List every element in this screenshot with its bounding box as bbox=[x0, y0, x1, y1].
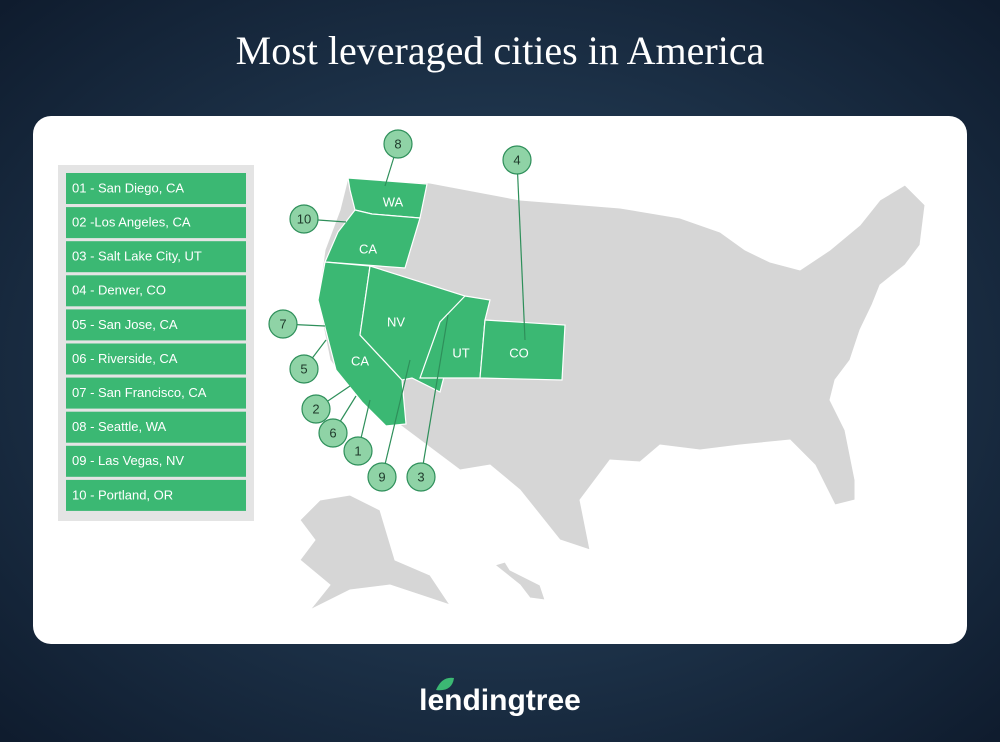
marker-number: 4 bbox=[513, 152, 520, 167]
legend-text: 10 - Portland, OR bbox=[72, 487, 173, 502]
legend-row bbox=[66, 173, 246, 204]
legend-text: 02 -Los Angeles, CA bbox=[72, 215, 191, 230]
marker-number: 3 bbox=[417, 469, 424, 484]
legend-row bbox=[66, 377, 246, 409]
legend-text: 01 - San Diego, CA bbox=[72, 180, 184, 195]
marker-number: 5 bbox=[300, 361, 307, 376]
marker-number: 2 bbox=[312, 401, 319, 416]
marker bbox=[383, 129, 413, 159]
colorado bbox=[479, 319, 566, 381]
legend-row bbox=[66, 241, 246, 273]
state-labels: WA CA NV CA UT CO bbox=[351, 194, 529, 368]
marker bbox=[367, 462, 397, 492]
legend-row bbox=[66, 411, 246, 443]
marker-number: 10 bbox=[297, 211, 311, 226]
highlighted-states bbox=[317, 177, 566, 427]
alaska bbox=[299, 494, 452, 611]
state-label: UT bbox=[452, 345, 469, 360]
legend-row bbox=[66, 207, 246, 239]
marker-number: 9 bbox=[378, 469, 385, 484]
legend-row bbox=[66, 275, 246, 307]
legend-text: 08 - Seattle, WA bbox=[72, 419, 166, 434]
oregon bbox=[324, 209, 421, 269]
logo: lendingtree bbox=[419, 677, 581, 717]
legend-row bbox=[66, 343, 246, 375]
legend-row bbox=[66, 479, 246, 511]
legend-row bbox=[66, 445, 246, 477]
marker bbox=[268, 309, 298, 339]
legend-text: 05 - San Jose, CA bbox=[72, 317, 178, 332]
marker bbox=[301, 394, 331, 424]
markers: 8 4 10 7 5 26 1 9 3 bbox=[268, 129, 532, 492]
legend-text: 04 - Denver, CO bbox=[72, 283, 166, 298]
marker bbox=[502, 145, 532, 175]
state-label: CO bbox=[509, 345, 529, 360]
legend-text: 06 - Riverside, CA bbox=[72, 351, 178, 366]
legend-row bbox=[66, 309, 246, 341]
marker-number: 7 bbox=[279, 316, 286, 331]
title: Most leveraged cities in America bbox=[236, 28, 765, 73]
logo-text: lendingtree bbox=[419, 684, 581, 717]
marker bbox=[289, 204, 319, 234]
marker-number: 6 bbox=[329, 425, 336, 440]
map bbox=[299, 177, 926, 611]
marker-number: 1 bbox=[354, 443, 361, 458]
legend: 01 - San Diego, CA 02 -Los Angeles, CA 03 … bbox=[66, 173, 246, 511]
leader-line bbox=[516, 159, 526, 341]
legend-text: 07 - San Francisco, CA bbox=[72, 385, 207, 400]
state-label: CA bbox=[359, 241, 377, 256]
marker bbox=[289, 354, 319, 384]
marker bbox=[318, 418, 348, 448]
state-label: NV bbox=[387, 314, 405, 329]
legend-text: 09 - Las Vegas, NV bbox=[72, 453, 184, 468]
logo-leaf bbox=[436, 677, 454, 691]
marker bbox=[343, 436, 373, 466]
state-label: CA bbox=[351, 353, 369, 368]
state-label: WA bbox=[383, 194, 404, 209]
marker-number: 8 bbox=[394, 136, 401, 151]
leader-line bbox=[420, 314, 449, 478]
marker bbox=[406, 462, 436, 492]
legend-text: 03 - Salt Lake City, UT bbox=[72, 249, 202, 264]
leader-line bbox=[381, 359, 411, 478]
us-lower-48 bbox=[317, 177, 926, 551]
hawaii bbox=[493, 561, 546, 601]
